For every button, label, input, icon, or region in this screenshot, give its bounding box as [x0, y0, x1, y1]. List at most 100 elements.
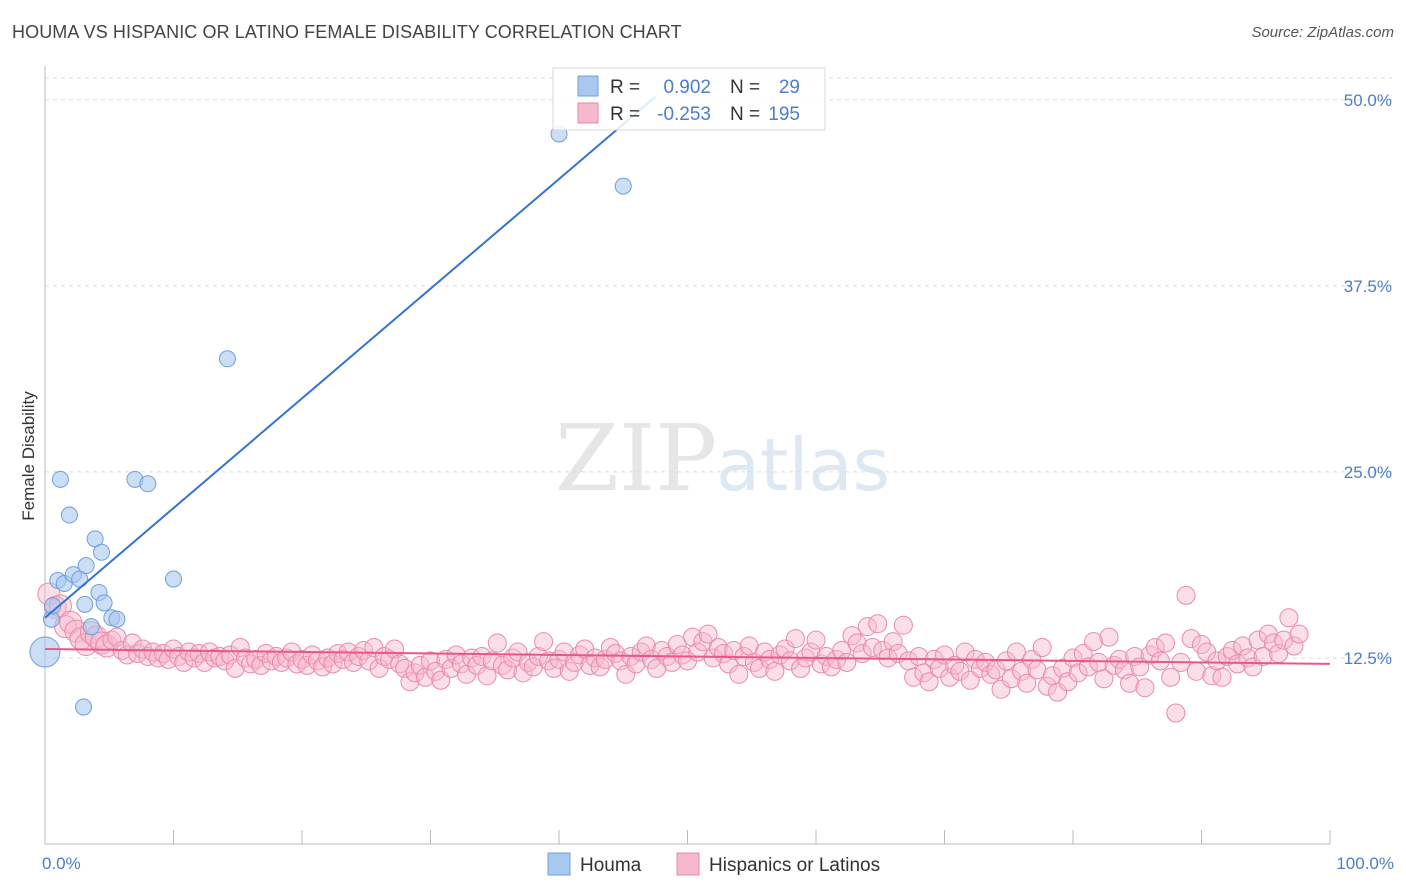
hispanic-point [534, 632, 554, 652]
hispanic-point [791, 658, 811, 678]
houma-point [76, 595, 94, 613]
hispanic-point [729, 664, 749, 684]
hispanic-point [904, 667, 924, 687]
hispanic-point [1078, 657, 1098, 677]
legend-label-houma: Houma [580, 855, 642, 876]
hispanic-point [235, 648, 255, 668]
hispanic-point [1017, 673, 1037, 693]
hispanic-point [122, 633, 142, 653]
houma-point [29, 636, 61, 668]
hispanic-point [1084, 632, 1104, 652]
watermark-zip: ZIP [555, 405, 717, 512]
hispanic-point [323, 654, 343, 674]
hispanic-point [1063, 648, 1083, 668]
hispanic-point [672, 645, 692, 665]
hispanic-point [1109, 649, 1129, 669]
houma-trend-line [44, 96, 657, 619]
houma-point [82, 618, 100, 636]
houma-point [75, 698, 93, 716]
houma-point [165, 570, 182, 588]
hispanic-point [1068, 663, 1088, 683]
stats-r-label-0: R = [610, 77, 640, 98]
hispanic-point [421, 651, 440, 671]
hispanic-point [1001, 669, 1021, 689]
grid-lines [45, 77, 1392, 659]
hispanic-point [467, 655, 487, 675]
houma-point [77, 557, 95, 575]
stats-swatch-1 [577, 102, 599, 124]
y-tick-label-1: 25.0% [1344, 463, 1392, 482]
houma-point [60, 506, 78, 524]
stats-n-label-1: N = [730, 104, 760, 125]
hispanic-point [893, 615, 913, 635]
watermark: ZIP atlas [555, 405, 890, 512]
hispanic-point [1176, 585, 1196, 605]
hispanic-point [940, 667, 960, 687]
hispanic-point [662, 652, 682, 672]
hispanic-point [667, 635, 687, 655]
hispanic-point [472, 646, 492, 666]
hispanic-point [528, 646, 548, 666]
hispanic-point [487, 633, 507, 653]
hispanic-point [698, 624, 718, 644]
hispanic-point [955, 642, 975, 662]
houma-point [93, 543, 111, 561]
hispanic-point [1032, 638, 1052, 658]
hispanic-point [1161, 667, 1181, 687]
stats-legend: R = 0.902 N = 29 R = -0.253 N = 195 [552, 67, 826, 131]
hispanic-point [297, 655, 317, 675]
hispanic-point [179, 642, 199, 662]
hispanic-point [225, 658, 245, 678]
hispanic-point [379, 649, 399, 669]
hispanic-point [914, 663, 934, 683]
hispanic-point [1135, 678, 1155, 698]
y-axis-label: Female Disability [19, 391, 38, 521]
hispanic-point [806, 630, 826, 650]
x-tick-label-1: 100.0% [1336, 854, 1394, 873]
hispanic-point [991, 679, 1011, 699]
hispanic-point [1181, 629, 1201, 649]
hispanic-point [724, 641, 744, 660]
legend-label-hispanic: Hispanics or Latinos [709, 855, 880, 876]
hispanic-point [909, 646, 929, 666]
hispanic-point [482, 651, 502, 671]
stats-swatch-0 [577, 75, 599, 97]
houma-point [44, 597, 62, 615]
hispanic-point [143, 642, 163, 662]
houma-point [218, 350, 236, 368]
stats-r-label-1: R = [610, 104, 640, 125]
series-hispanics-or-latinos [37, 582, 1309, 723]
hispanic-point [544, 658, 564, 678]
hispanic-point [832, 641, 852, 660]
hispanic-point [1284, 636, 1304, 656]
hispanic-point [1037, 676, 1057, 696]
hispanic-point [508, 642, 528, 662]
hispanic-point [1279, 608, 1299, 628]
hispanic-point [277, 648, 297, 668]
hispanic-point [451, 654, 471, 674]
houma-point [95, 594, 113, 612]
bottom-legend: Houma Hispanics or Latinos [547, 852, 880, 876]
hispanic-point [1156, 633, 1176, 653]
hispanic-point [1099, 627, 1119, 647]
houma-point [139, 475, 157, 493]
stats-r-value-0: 0.902 [663, 77, 711, 98]
axes [44, 66, 1331, 845]
stats-n-value-1: 195 [768, 104, 800, 125]
hispanic-point [945, 655, 965, 675]
hispanic-point [883, 632, 903, 652]
hispanic-point [919, 672, 939, 692]
stats-r-value-1: -0.253 [657, 104, 711, 125]
series-houma [29, 125, 632, 716]
hispanic-point [683, 627, 703, 647]
hispanic-point [760, 649, 780, 669]
hispanic-point [780, 651, 800, 671]
hispanic-point [1120, 673, 1140, 693]
x-tick-label-0: 0.0% [42, 854, 81, 873]
watermark-atlas: atlas [716, 423, 890, 507]
chart-source: Source: ZipAtlas.com [1251, 24, 1394, 41]
hispanic-point [1089, 652, 1109, 672]
hispanic-point [1202, 666, 1222, 686]
stats-n-value-0: 29 [779, 77, 800, 98]
